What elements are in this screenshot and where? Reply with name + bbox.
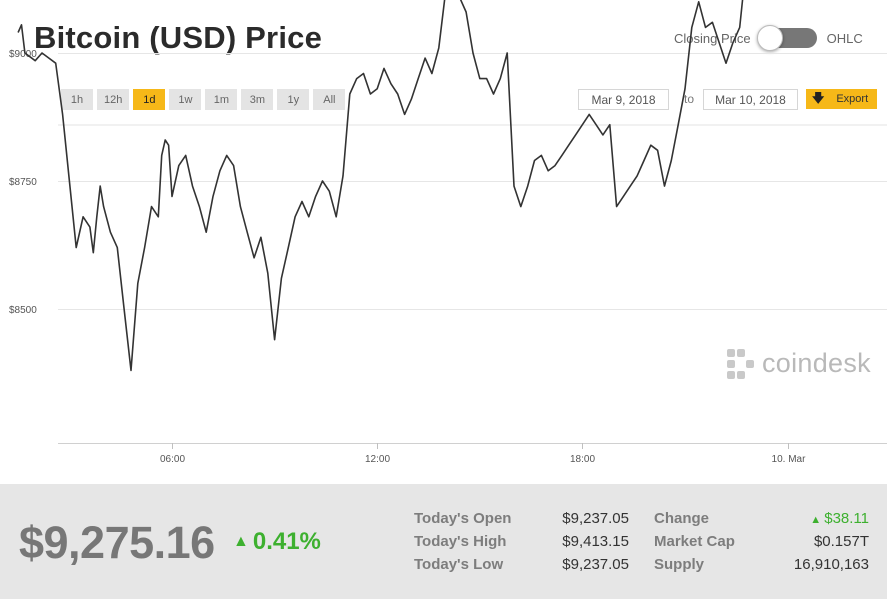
y-tick-label: $8500	[9, 305, 37, 316]
watermark-text: coindesk	[762, 348, 871, 378]
download-arrow-icon: 🡇	[812, 90, 825, 105]
y-tick-label: $8750	[9, 177, 37, 188]
up-triangle-small-icon: ▲	[810, 514, 825, 526]
page-title: Bitcoin (USD) Price	[34, 20, 323, 55]
export-button[interactable]: 🡇 Export	[806, 89, 877, 109]
current-price: $9,275.16	[19, 517, 215, 568]
range-button-1h[interactable]: 1h	[61, 89, 93, 110]
stat-value-market-cap: $0.157T	[813, 533, 869, 550]
price-mode-toggle[interactable]	[756, 25, 817, 51]
percent-change: ▲ 0.41%	[233, 528, 321, 556]
stat-label-low: Today's Low	[414, 556, 504, 573]
x-tick-label: 18:00	[570, 454, 595, 465]
stat-label-market-cap: Market Cap	[654, 533, 735, 550]
percent-change-value: 0.41%	[252, 528, 321, 555]
date-separator: to	[684, 92, 695, 106]
range-button-3m[interactable]: 3m	[241, 89, 274, 110]
x-tick-label: 12:00	[365, 454, 390, 465]
x-tick-label: 06:00	[160, 454, 185, 465]
range-button-all[interactable]: All	[313, 89, 346, 110]
toggle-label-closing-price: Closing Price	[674, 30, 751, 46]
range-button-1w[interactable]: 1w	[169, 89, 202, 110]
up-triangle-icon: ▲	[233, 533, 249, 550]
toggle-label-ohlc: OHLC	[826, 30, 863, 46]
export-label: Export	[836, 93, 869, 105]
date-from-input[interactable]: Mar 9, 2018	[578, 89, 669, 110]
price-series-line[interactable]	[17, 0, 887, 372]
stat-value-open: $9,237.05	[562, 510, 629, 527]
coindesk-watermark: coindesk	[727, 348, 871, 379]
range-button-12h[interactable]: 12h	[97, 89, 130, 110]
stat-label-open: Today's Open	[414, 510, 512, 527]
change-amount: $38.11	[824, 510, 869, 527]
stat-label-high: Today's High	[414, 533, 507, 550]
range-button-1d[interactable]: 1d	[133, 89, 166, 110]
toggle-knob[interactable]	[756, 25, 783, 51]
price-mode-toggle-group: Closing Price OHLC	[674, 25, 863, 51]
stat-value-low: $9,237.05	[562, 556, 629, 573]
time-range-selector: 1h 12h 1d 1w 1m 3m 1y All	[61, 89, 349, 110]
stats-panel: $9,275.16 ▲ 0.41% Today's Open $9,237.05…	[0, 484, 887, 599]
range-button-1y[interactable]: 1y	[277, 89, 310, 110]
stat-value-change: ▲ $38.11	[760, 510, 869, 527]
stat-label-change: Change	[654, 510, 710, 527]
x-tick-label: 10. Mar	[772, 454, 807, 465]
y-tick-label: $9000	[9, 49, 37, 60]
date-to-input[interactable]: Mar 10, 2018	[703, 89, 798, 110]
coindesk-logo-icon	[727, 348, 754, 379]
range-button-1m[interactable]: 1m	[205, 89, 238, 110]
stat-value-supply: 16,910,163	[793, 556, 869, 573]
stat-value-high: $9,413.15	[562, 533, 629, 550]
stat-label-supply: Supply	[654, 556, 705, 573]
